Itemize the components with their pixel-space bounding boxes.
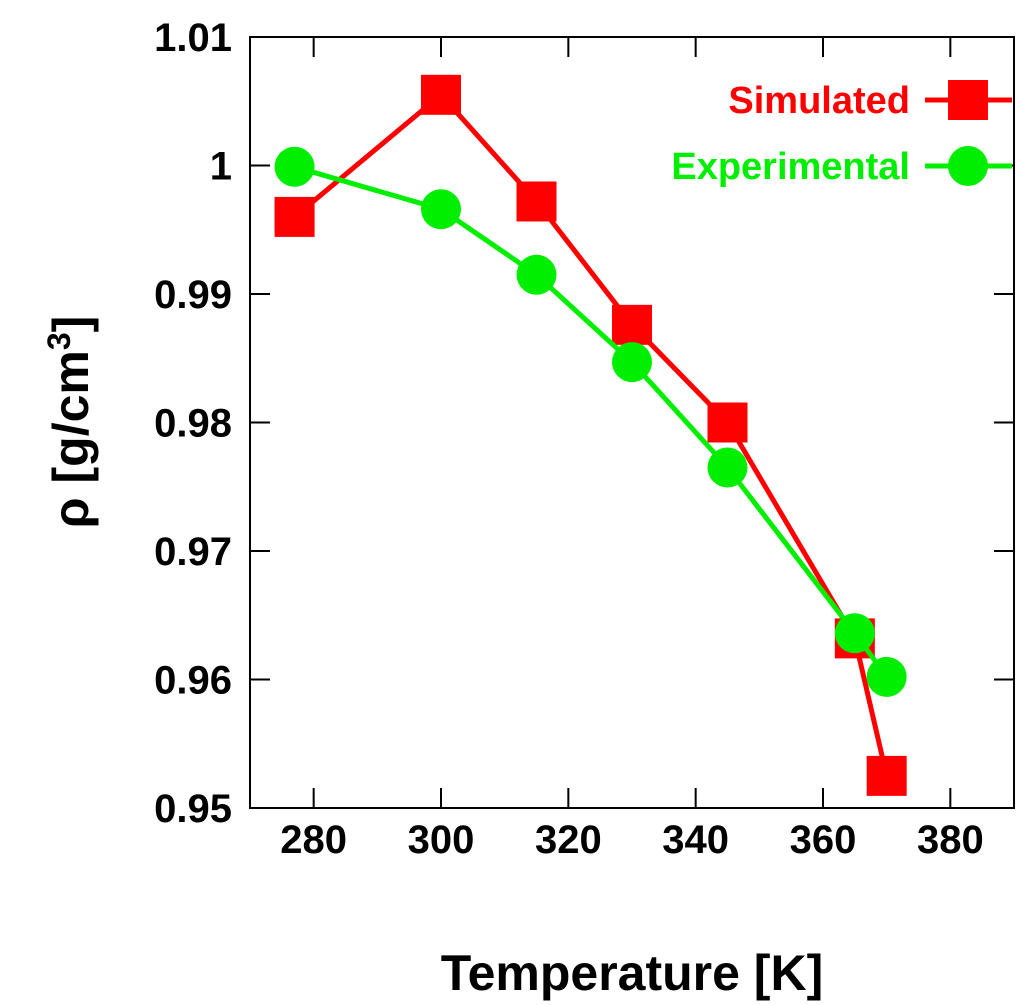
legend-marker (948, 146, 988, 186)
data-point (612, 304, 652, 345)
x-axis-title: Temperature [K] (441, 945, 823, 1001)
series-line (292, 92, 890, 777)
x-tick-label: 340 (662, 818, 729, 862)
y-axis: 0.95 0.96 0.97 0.98 0.99 1 1.01 (154, 16, 1014, 831)
y-tick-label: 1 (210, 145, 232, 189)
series-experimental (274, 146, 907, 697)
y-axis-title-base: ρ [g/cm (43, 350, 99, 528)
data-point (421, 74, 461, 115)
series-line (293, 164, 889, 679)
data-point (707, 402, 748, 443)
y-tick-label: 0.99 (154, 273, 232, 317)
x-axis: 280 300 320 340 360 380 (280, 37, 984, 862)
y-tick-label: 0.95 (154, 787, 232, 831)
series-layer (274, 74, 907, 796)
data-point (866, 656, 907, 697)
data-point (707, 447, 748, 488)
y-axis-title: ρ [g/cm3] (41, 316, 99, 529)
data-point (516, 181, 557, 222)
x-tick-label: 320 (535, 818, 602, 862)
y-axis-title-close: ] (43, 316, 99, 333)
y-axis-title-superscript: 3 (41, 332, 77, 350)
x-tick-label: 280 (280, 818, 347, 862)
data-point (274, 196, 315, 237)
y-tick-label: 0.98 (154, 402, 232, 446)
y-tick-label: 1.01 (154, 16, 232, 60)
legend: Simulated Experimental (671, 80, 1012, 188)
y-tick-label: 0.97 (154, 530, 232, 574)
x-tick-label: 300 (408, 818, 475, 862)
data-point (866, 755, 907, 796)
x-tick-label: 360 (790, 818, 857, 862)
y-tick-label: 0.96 (154, 659, 232, 703)
legend-marker (948, 80, 988, 120)
legend-label: Experimental (671, 146, 910, 188)
data-point (516, 254, 557, 295)
data-point (612, 342, 652, 383)
legend-label: Simulated (728, 80, 910, 122)
data-point (274, 146, 315, 187)
data-point (834, 613, 875, 654)
data-point (421, 189, 461, 230)
x-tick-label: 380 (917, 818, 984, 862)
